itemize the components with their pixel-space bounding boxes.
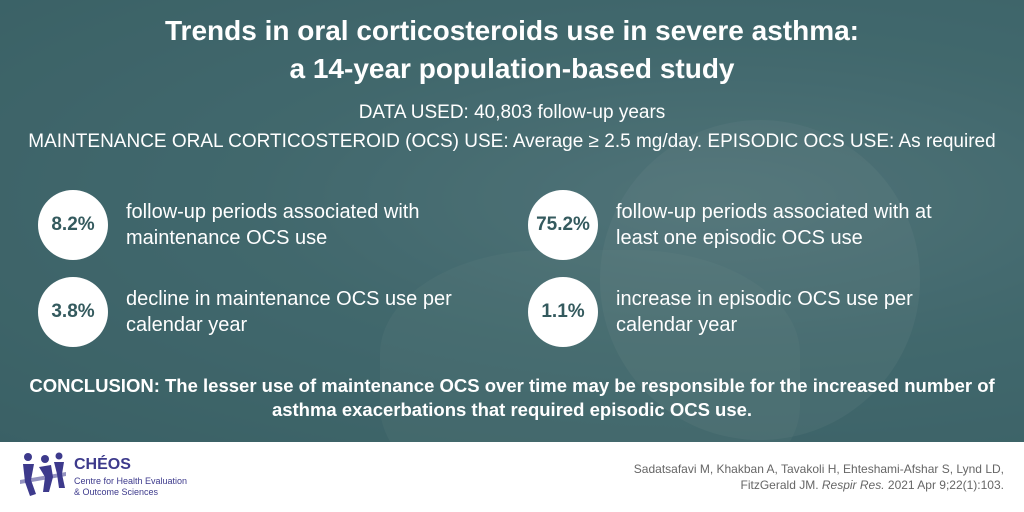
stat-value-circle: 1.1% (528, 277, 598, 347)
citation-journal: Respir Res. (821, 478, 885, 492)
background-photo (0, 0, 1024, 442)
citation-authors: Sadatsafavi M, Khakban A, Tavakoli H, Eh… (633, 462, 1004, 492)
stat-episodic-periods: 75.2% follow-up periods associated with … (528, 190, 988, 260)
citation-details: 2021 Apr 9;22(1):103. (887, 478, 1004, 492)
footer: CHÉOS Centre for Health Evaluation & Out… (0, 442, 1024, 512)
infographic-content: Trends in oral corticosteroids use in se… (0, 12, 1024, 420)
ocs-definition-text: MAINTENANCE ORAL CORTICOSTEROID (OCS) US… (28, 131, 996, 152)
citation: Sadatsafavi M, Khakban A, Tavakoli H, Eh… (584, 461, 1004, 493)
stat-description: increase in episodic OCS use per calenda… (616, 288, 913, 336)
logo-name: CHÉOS (74, 456, 131, 473)
title-line-2: a 14-year population-based study (289, 53, 735, 84)
logo-subtitle: Centre for Health Evaluation & Outcome S… (74, 476, 187, 498)
stat-description: decline in maintenance OCS use per calen… (126, 288, 452, 336)
logo-subtitle-line: & Outcome Sciences (74, 487, 159, 497)
stat-maintenance-decline: 3.8% decline in maintenance OCS use per … (38, 277, 498, 347)
logo-subtitle-line: Centre for Health Evaluation (74, 476, 188, 486)
stat-description: follow-up periods associated with at lea… (616, 201, 932, 249)
stat-maintenance-periods: 8.2% follow-up periods associated with m… (38, 190, 498, 260)
page-title: Trends in oral corticosteroids use in se… (0, 12, 1024, 88)
conclusion-text: CONCLUSION: The lesser use of maintenanc… (29, 375, 995, 420)
cheos-figures-icon (20, 452, 66, 496)
stat-value-circle: 3.8% (38, 277, 108, 347)
stat-episodic-increase: 1.1% increase in episodic OCS use per ca… (528, 277, 988, 347)
teal-overlay (0, 0, 1024, 442)
data-used-text: DATA USED: 40,803 follow-up years (358, 102, 666, 123)
stat-value-circle: 8.2% (38, 190, 108, 260)
stat-description: follow-up periods associated with mainte… (126, 201, 420, 249)
title-line-1: Trends in oral corticosteroids use in se… (164, 15, 860, 46)
stat-value-circle: 75.2% (528, 190, 598, 260)
